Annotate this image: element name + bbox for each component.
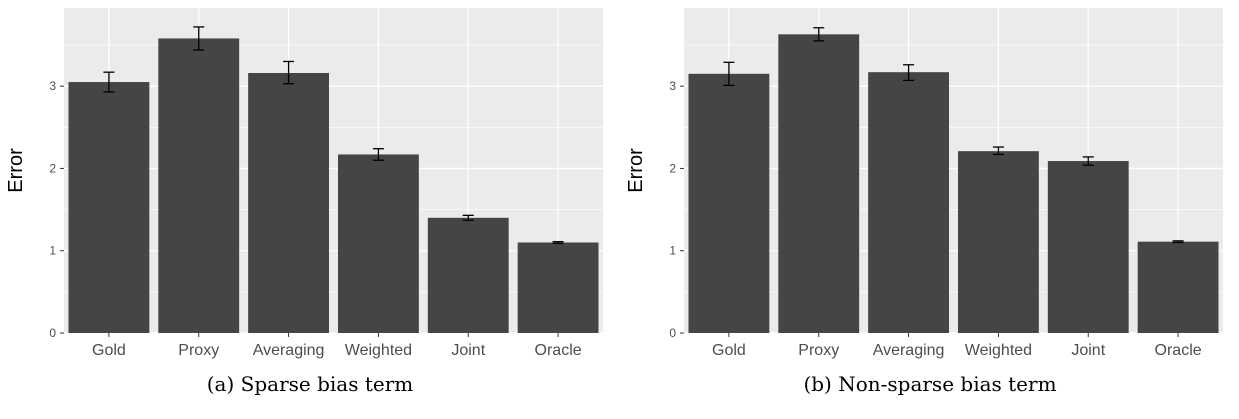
bar-joint [427, 217, 509, 333]
y-axis-label: Error [625, 148, 647, 193]
y-tick-label: 1 [669, 244, 676, 258]
bar-averaging [248, 73, 330, 333]
error-bar-averaging [903, 64, 915, 82]
x-tick-label: Gold [712, 342, 746, 359]
y-tick-label: 0 [669, 326, 676, 340]
error-bar-joint [1082, 156, 1094, 166]
error-bar-oracle [552, 241, 564, 244]
plot-background [64, 8, 603, 333]
y-tick-label: 3 [669, 79, 676, 93]
y-axis-label: Error [5, 148, 27, 193]
error-bar-gold [723, 61, 735, 86]
error-bar-averaging [283, 60, 295, 85]
x-tick-label: Joint [451, 342, 485, 359]
bar-joint [1047, 161, 1129, 333]
x-tick-label: Gold [92, 342, 126, 359]
bar-gold [68, 82, 150, 334]
x-tick-label: Joint [1071, 342, 1105, 359]
x-tick-label: Proxy [178, 342, 219, 359]
error-bar-proxy [193, 26, 205, 51]
x-tick-label: Averaging [873, 342, 945, 359]
y-tick-label: 3 [49, 79, 56, 93]
plot-background [684, 8, 1223, 333]
bar-weighted [957, 151, 1039, 333]
bar-gold [688, 73, 770, 333]
x-tick-label: Proxy [798, 342, 839, 359]
bar-weighted [337, 154, 419, 333]
error-bar-gold [103, 71, 115, 93]
x-tick-label: Averaging [253, 342, 325, 359]
error-bar-joint [462, 214, 474, 221]
x-tick-label: Weighted [965, 342, 1032, 359]
y-tick-label: 0 [49, 326, 56, 340]
error-bar-oracle [1172, 240, 1184, 244]
caption-b: (b) Non-sparse bias term [803, 372, 1057, 396]
chart-b: 0 1 2 3 Gold Proxy Averaging Weighted Joint Oracl… [625, 8, 1223, 359]
bar-oracle [1137, 241, 1219, 333]
bar-oracle [517, 242, 599, 333]
y-tick-label: 2 [669, 161, 676, 175]
y-tick-label: 1 [49, 244, 56, 258]
x-tick-label: Oracle [1155, 342, 1202, 359]
error-bar-weighted [992, 146, 1004, 156]
error-bar-weighted [372, 148, 384, 161]
caption-a: (a) Sparse bias term [206, 372, 414, 396]
chart-a: 0 1 2 3 Gold Proxy Averaging Weighted Joint Oracl… [5, 8, 603, 359]
chart-panel-b: 0 1 2 3 Gold Proxy Averaging Weighted Joint Oracl… [620, 0, 1239, 419]
error-bar-proxy [813, 27, 825, 42]
y-tick-label: 2 [49, 161, 56, 175]
x-tick-label: Oracle [535, 342, 582, 359]
bar-proxy [778, 34, 860, 334]
chart-panel-a: 0 1 2 3 Gold Proxy Averaging Weighted Joint Oracl… [5, 8, 603, 396]
x-tick-label: Weighted [345, 342, 412, 359]
bar-averaging [868, 72, 950, 333]
bar-proxy [158, 38, 240, 333]
